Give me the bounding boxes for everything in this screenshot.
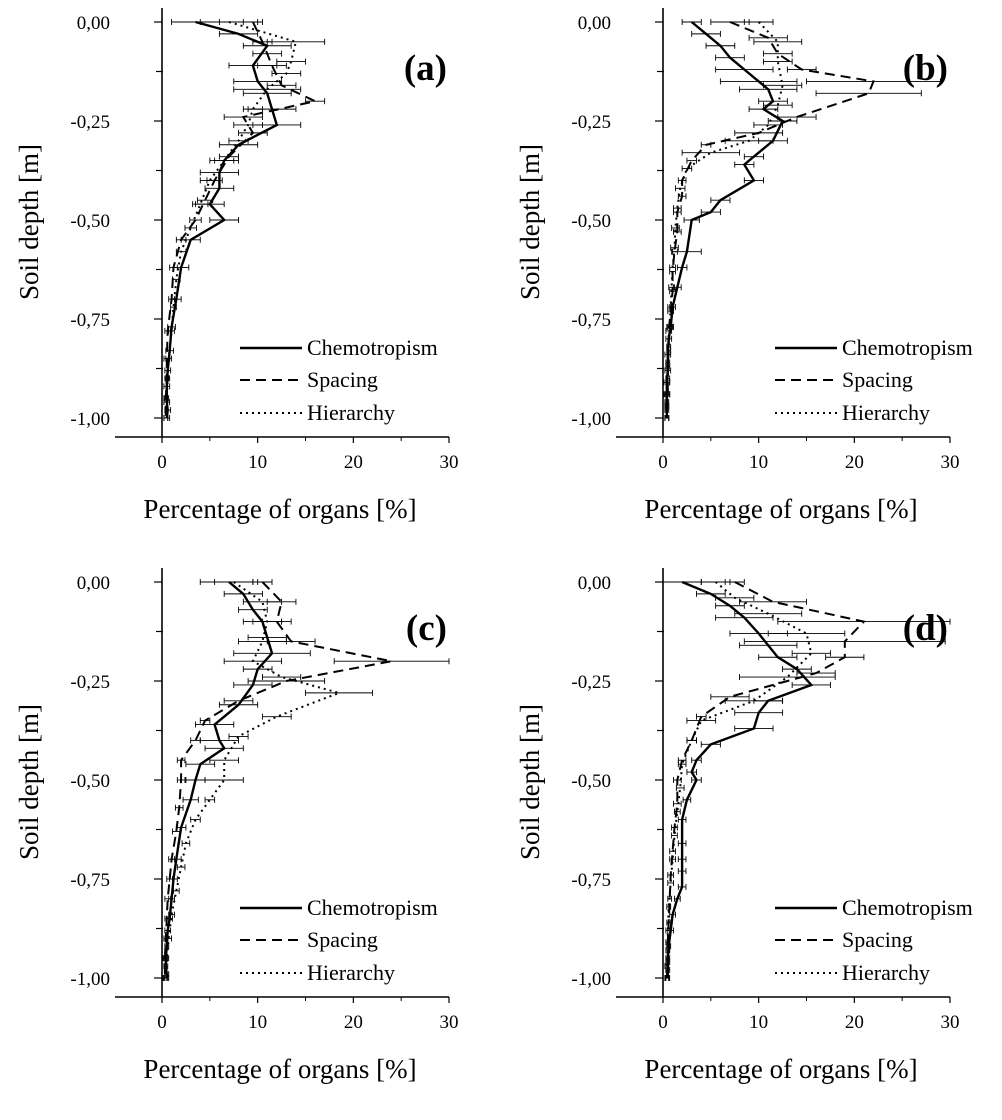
panel-tag: (c) <box>406 608 447 649</box>
y-tick-label: -0,75 <box>70 310 110 331</box>
y-tick-label: -0,50 <box>70 211 110 232</box>
y-axis-title: Soil depth [m] <box>14 144 44 300</box>
series-line-hierarchy <box>665 581 813 978</box>
chart-panel-a: 0,00 -0,25 -0,50 -0,75 -1,00 0 10 20 30 Percentag… <box>0 0 501 560</box>
panel-tag: (a) <box>404 48 447 89</box>
x-tick-label: 20 <box>344 452 363 473</box>
series-dotted <box>664 19 803 421</box>
y-tick-label: -0,25 <box>571 112 611 133</box>
legend-label-hierarchy: Hierarchy <box>307 960 395 985</box>
y-axis-title: Soil depth [m] <box>14 704 44 860</box>
y-tick-label: -0,25 <box>70 672 110 693</box>
y-tick-label: 0,00 <box>77 13 110 34</box>
x-tick-label: 20 <box>845 452 864 473</box>
x-tick-label: 20 <box>344 1012 363 1033</box>
legend-label-hierarchy: Hierarchy <box>842 400 930 425</box>
x-tick-label: 10 <box>749 1012 768 1033</box>
x-tick-label: 30 <box>440 1012 459 1033</box>
chart-b-svg: 0,00 -0,25 -0,50 -0,75 -1,00 0 10 20 30 Percentag… <box>515 8 973 524</box>
series-line-spacing <box>163 581 392 978</box>
y-axis-title: Soil depth [m] <box>515 704 545 860</box>
series-line-chemotropism <box>164 581 274 978</box>
chart-panel-d: 0,00 -0,25 -0,50 -0,75 -1,00 0 10 20 30 Percentag… <box>501 560 1002 1120</box>
chart-d-svg: 0,00 -0,25 -0,50 -0,75 -1,00 0 10 20 30 Percentag… <box>515 568 973 1084</box>
legend-label-chemotropism: Chemotropism <box>307 895 438 920</box>
series-line-spacing <box>665 581 866 979</box>
y-tick-label: -0,25 <box>571 672 611 693</box>
series-dashed <box>163 19 326 421</box>
y-tick-label: -1,00 <box>571 969 611 990</box>
legend-label-hierarchy: Hierarchy <box>307 400 395 425</box>
y-tick-label: -0,50 <box>70 771 110 792</box>
legend-label-spacing: Spacing <box>307 927 378 952</box>
x-tick-label: 0 <box>658 1012 668 1033</box>
panel-tag: (b) <box>903 48 948 89</box>
series-solid <box>163 19 302 421</box>
y-tick-label: -0,50 <box>571 771 611 792</box>
y-tick-label: 0,00 <box>578 573 611 594</box>
y-tick-label: -1,00 <box>70 409 110 430</box>
series-line-chemotropism <box>165 20 279 419</box>
y-axis-title: Soil depth [m] <box>515 144 545 300</box>
y-tick-label: -0,75 <box>70 870 110 891</box>
legend-label-spacing: Spacing <box>307 367 378 392</box>
legend-label-chemotropism: Chemotropism <box>842 335 973 360</box>
series-dotted <box>163 579 373 981</box>
chart-c-svg: 0,00 -0,25 -0,50 -0,75 -1,00 0 10 20 30 Percentag… <box>14 568 459 1084</box>
x-tick-label: 0 <box>157 452 167 473</box>
series-solid <box>163 579 311 981</box>
x-tick-label: 10 <box>248 452 267 473</box>
y-tick-label: -0,25 <box>70 112 110 133</box>
y-tick-label: -0,50 <box>571 211 611 232</box>
series-solid <box>663 19 798 421</box>
x-axis-title: Percentage of organs [%] <box>143 1054 416 1084</box>
x-axis-title: Percentage of organs [%] <box>644 1054 917 1084</box>
series-line-hierarchy <box>164 581 343 979</box>
legend-label-chemotropism: Chemotropism <box>307 335 438 360</box>
x-axis-title: Percentage of organs [%] <box>143 494 416 524</box>
legend-label-chemotropism: Chemotropism <box>842 895 973 920</box>
legend-label-spacing: Spacing <box>842 367 913 392</box>
legend-label-spacing: Spacing <box>842 927 913 952</box>
series-dotted <box>163 19 326 421</box>
y-tick-label: -0,75 <box>571 310 611 331</box>
y-tick-label: -1,00 <box>571 409 611 430</box>
chart-panel-b: 0,00 -0,25 -0,50 -0,75 -1,00 0 10 20 30 Percentag… <box>501 0 1002 560</box>
chart-a-svg: 0,00 -0,25 -0,50 -0,75 -1,00 0 10 20 30 Percentag… <box>14 8 459 524</box>
x-tick-label: 10 <box>248 1012 267 1033</box>
x-tick-label: 30 <box>440 452 459 473</box>
x-tick-label: 20 <box>845 1012 864 1033</box>
panel-tag: (d) <box>903 608 948 649</box>
series-dashed <box>664 19 941 421</box>
series-solid <box>662 579 831 981</box>
x-tick-label: 0 <box>157 1012 167 1033</box>
y-tick-label: -1,00 <box>70 969 110 990</box>
x-tick-label: 0 <box>658 452 668 473</box>
x-tick-label: 10 <box>749 452 768 473</box>
x-axis-title: Percentage of organs [%] <box>644 494 917 524</box>
x-tick-label: 30 <box>941 1012 960 1033</box>
legend-label-hierarchy: Hierarchy <box>842 960 930 985</box>
series-line-hierarchy <box>665 21 784 418</box>
y-tick-label: 0,00 <box>77 573 110 594</box>
y-tick-label: 0,00 <box>578 13 611 34</box>
x-tick-label: 30 <box>941 452 960 473</box>
chart-panel-c: 0,00 -0,25 -0,50 -0,75 -1,00 0 10 20 30 Percentag… <box>0 560 501 1120</box>
y-tick-label: -0,75 <box>571 870 611 891</box>
series-dotted <box>664 579 846 981</box>
series-line-spacing <box>164 21 319 418</box>
